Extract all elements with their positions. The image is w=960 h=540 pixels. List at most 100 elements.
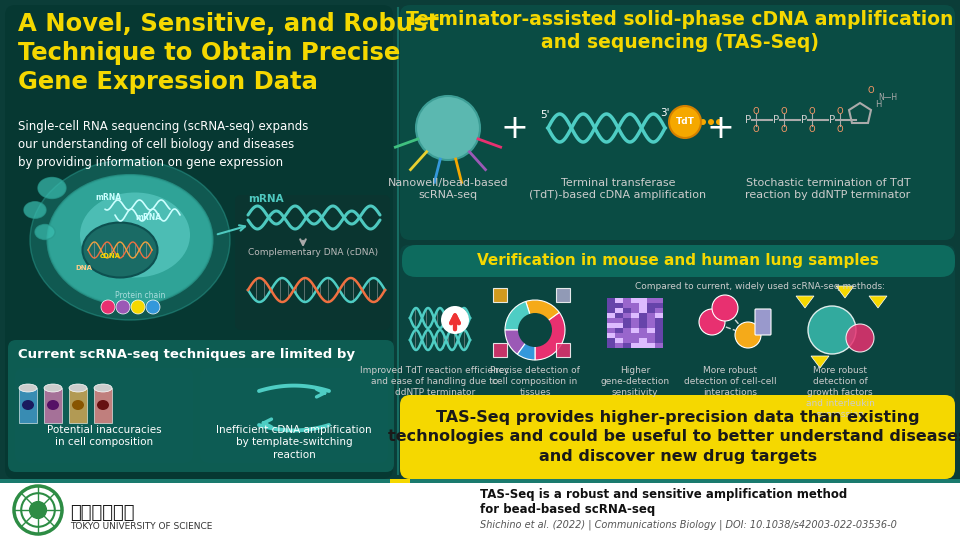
- Circle shape: [669, 106, 701, 138]
- Bar: [639, 333, 646, 338]
- Bar: [647, 343, 655, 348]
- Wedge shape: [505, 301, 535, 330]
- FancyBboxPatch shape: [15, 368, 193, 463]
- Ellipse shape: [47, 175, 212, 305]
- Text: Protein chain: Protein chain: [115, 291, 165, 300]
- Circle shape: [131, 300, 145, 314]
- Bar: [615, 313, 622, 318]
- Text: Stochastic termination of TdT
reaction by ddNTP terminator: Stochastic termination of TdT reaction b…: [745, 178, 911, 200]
- Bar: [615, 328, 622, 333]
- FancyBboxPatch shape: [235, 195, 390, 330]
- Bar: [639, 318, 646, 322]
- Polygon shape: [796, 296, 814, 308]
- Text: 3': 3': [660, 108, 669, 118]
- Text: Verification in mouse and human lung samples: Verification in mouse and human lung sam…: [477, 253, 879, 268]
- Text: Potential inaccuracies
in cell composition: Potential inaccuracies in cell compositi…: [47, 425, 161, 448]
- Bar: [623, 328, 631, 333]
- Text: O: O: [753, 125, 759, 133]
- Bar: [639, 328, 646, 333]
- Circle shape: [712, 295, 738, 321]
- Text: More robust
detection of cell-cell
interactions: More robust detection of cell-cell inter…: [684, 366, 777, 397]
- Ellipse shape: [44, 384, 62, 392]
- Bar: [647, 308, 655, 313]
- Circle shape: [518, 313, 552, 347]
- Bar: [639, 298, 646, 302]
- Bar: [647, 323, 655, 327]
- Bar: [647, 303, 655, 307]
- Bar: [631, 318, 638, 322]
- Bar: [631, 333, 638, 338]
- Bar: [615, 343, 622, 348]
- Bar: [631, 308, 638, 313]
- Text: mRNA: mRNA: [135, 213, 161, 222]
- Bar: [623, 308, 631, 313]
- Bar: [647, 328, 655, 333]
- Text: O: O: [808, 125, 815, 133]
- Text: Single-cell RNA sequencing (scRNA-seq) expands
our understanding of cell biology: Single-cell RNA sequencing (scRNA-seq) e…: [18, 120, 308, 169]
- Bar: [655, 338, 662, 342]
- Text: mRNA: mRNA: [248, 194, 283, 204]
- Bar: [623, 343, 631, 348]
- Bar: [623, 298, 631, 302]
- Bar: [639, 303, 646, 307]
- Bar: [655, 328, 662, 333]
- Text: O: O: [753, 106, 759, 116]
- Bar: [607, 313, 614, 318]
- Text: +: +: [706, 111, 734, 145]
- Text: TdT: TdT: [676, 118, 694, 126]
- Bar: [639, 308, 646, 313]
- Bar: [0, 479, 960, 483]
- Text: Complementary DNA (cDNA): Complementary DNA (cDNA): [248, 248, 378, 257]
- FancyBboxPatch shape: [400, 395, 955, 479]
- FancyBboxPatch shape: [402, 245, 955, 277]
- Circle shape: [708, 119, 714, 125]
- Text: Higher
gene-detection
sensitivity: Higher gene-detection sensitivity: [600, 366, 669, 397]
- Polygon shape: [869, 296, 887, 308]
- Bar: [647, 333, 655, 338]
- Circle shape: [101, 300, 115, 314]
- Bar: [607, 338, 614, 342]
- Bar: [655, 318, 662, 322]
- Bar: [19, 388, 37, 423]
- Bar: [647, 338, 655, 342]
- Text: More robust
detection of
growth factors
and interleukin
expression: More robust detection of growth factors …: [805, 366, 875, 420]
- Bar: [647, 313, 655, 318]
- Bar: [493, 343, 507, 357]
- Text: Terminator-assisted solid-phase cDNA amplification
and sequencing (TAS-Seq): Terminator-assisted solid-phase cDNA amp…: [406, 10, 953, 52]
- Bar: [94, 388, 112, 423]
- FancyBboxPatch shape: [400, 5, 955, 240]
- Ellipse shape: [22, 400, 34, 410]
- Text: mRNA: mRNA: [95, 193, 121, 202]
- Ellipse shape: [24, 202, 46, 218]
- FancyBboxPatch shape: [200, 368, 388, 463]
- Circle shape: [146, 300, 160, 314]
- Text: DNA: DNA: [75, 265, 92, 271]
- Bar: [631, 343, 638, 348]
- Text: Improved TdT reaction efficiency
and ease of handling due to
ddNTP terminator: Improved TdT reaction efficiency and eas…: [360, 366, 510, 397]
- Text: O: O: [780, 106, 787, 116]
- Bar: [607, 328, 614, 333]
- Bar: [607, 308, 614, 313]
- Text: O: O: [808, 106, 815, 116]
- Bar: [631, 298, 638, 302]
- Circle shape: [441, 306, 469, 334]
- Text: TOKYO UNIVERSITY OF SCIENCE: TOKYO UNIVERSITY OF SCIENCE: [70, 522, 212, 531]
- Bar: [623, 323, 631, 327]
- Ellipse shape: [47, 400, 59, 410]
- Text: P: P: [828, 115, 835, 125]
- Bar: [615, 338, 622, 342]
- Ellipse shape: [83, 222, 157, 278]
- Bar: [647, 318, 655, 322]
- FancyBboxPatch shape: [755, 309, 771, 335]
- Text: O: O: [837, 106, 843, 116]
- Circle shape: [846, 324, 874, 352]
- Text: N—H: N—H: [878, 93, 898, 102]
- Bar: [655, 303, 662, 307]
- Text: for bead-based scRNA-seq: for bead-based scRNA-seq: [480, 503, 656, 516]
- FancyBboxPatch shape: [400, 245, 955, 440]
- Circle shape: [808, 306, 856, 354]
- Bar: [631, 323, 638, 327]
- Bar: [615, 333, 622, 338]
- Text: H: H: [875, 100, 881, 109]
- Bar: [623, 333, 631, 338]
